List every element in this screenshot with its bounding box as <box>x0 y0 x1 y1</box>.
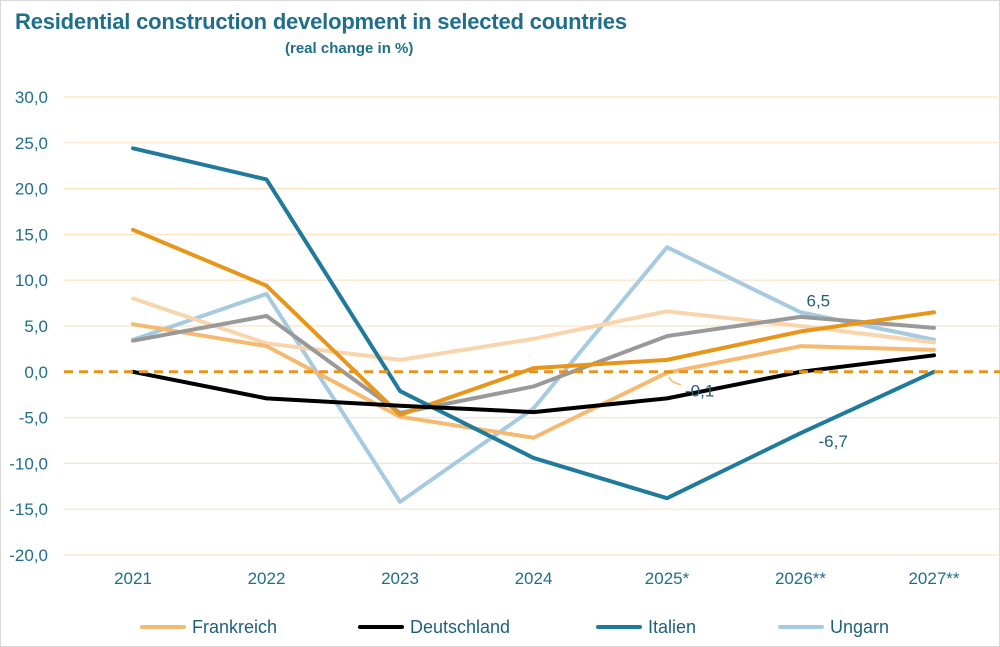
x-tick-label: 2024 <box>515 569 553 588</box>
legend-item-ungarn: Ungarn <box>778 614 889 640</box>
y-tick-label: 5,0 <box>24 317 48 336</box>
legend-item-italien: Italien <box>596 614 696 640</box>
y-tick-label: 0,0 <box>24 363 48 382</box>
data-label: -6,7 <box>819 432 848 451</box>
x-axis-ticks: 2021 2022 2023 2024 2025* 2026** 2027** <box>114 569 960 588</box>
series-line-ungarn <box>131 245 936 504</box>
series-lines <box>64 146 1000 504</box>
y-tick-label: -10,0 <box>9 454 48 473</box>
legend-swatch-deutschland <box>358 625 404 629</box>
annotation-leader <box>668 376 682 386</box>
legend-swatch-frankreich <box>140 625 186 629</box>
legend-label-frankreich: Frankreich <box>192 616 278 637</box>
data-label: -0,1 <box>685 382 714 401</box>
legend-swatch-italien <box>596 625 642 629</box>
series-line-series-7 <box>131 296 936 362</box>
annotations: 6,5 -0,1 -6,7 <box>668 291 848 451</box>
x-tick-label: 2023 <box>381 569 419 588</box>
x-tick-label: 2026** <box>775 569 826 588</box>
legend-label-ungarn: Ungarn <box>830 616 890 637</box>
legend-label-italien: Italien <box>648 616 697 637</box>
chart-subtitle: (real change in %) <box>285 40 414 57</box>
x-tick-label: 2027** <box>908 569 959 588</box>
y-tick-label: -5,0 <box>19 409 48 428</box>
series-line-frankreich <box>131 322 936 440</box>
y-axis-ticks: 30,0 25,0 20,0 15,0 10,0 5,0 0,0 -5,0 -10,0 -15,0… <box>9 88 48 565</box>
series-line-series-5 <box>131 227 936 417</box>
series-line-italien <box>131 146 936 501</box>
y-tick-label: -20,0 <box>9 546 48 565</box>
chart-title: Residential construction development in … <box>15 9 627 34</box>
x-tick-label: 2022 <box>248 569 286 588</box>
y-tick-label: 25,0 <box>15 134 48 153</box>
series-line-deutschland <box>131 353 936 415</box>
legend-label-deutschland: Deutschland <box>410 616 511 637</box>
y-tick-label: 30,0 <box>15 88 48 107</box>
y-tick-label: 10,0 <box>15 271 48 290</box>
y-tick-label: -15,0 <box>9 500 48 519</box>
x-tick-label: 2025* <box>645 569 690 588</box>
series-line-series-6 <box>131 313 936 416</box>
legend-item-frankreich: Frankreich <box>140 614 277 640</box>
legend-item-deutschland: Deutschland <box>358 614 510 640</box>
legend-swatch-ungarn <box>778 625 824 629</box>
data-label: 6,5 <box>807 291 831 310</box>
y-tick-label: 15,0 <box>15 225 48 244</box>
x-tick-label: 2021 <box>114 569 152 588</box>
y-tick-label: 20,0 <box>15 180 48 199</box>
